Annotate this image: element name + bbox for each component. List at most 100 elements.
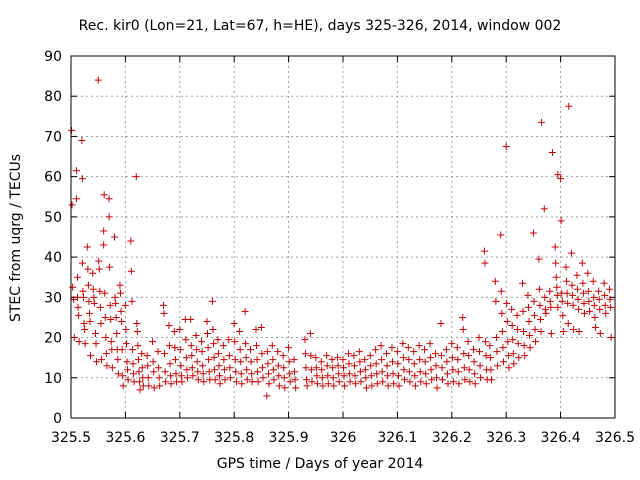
- data-point: [526, 332, 534, 340]
- data-point: [129, 360, 137, 368]
- data-point: [211, 376, 219, 384]
- data-point: [497, 287, 505, 295]
- data-point: [81, 340, 89, 348]
- data-point: [117, 289, 125, 297]
- data-point: [210, 354, 218, 362]
- data-point: [519, 279, 527, 287]
- data-point: [503, 299, 511, 307]
- data-point: [68, 126, 76, 134]
- data-point: [367, 362, 375, 370]
- data-point: [286, 378, 294, 386]
- data-point: [431, 350, 439, 358]
- data-point: [521, 352, 529, 360]
- data-point: [405, 356, 413, 364]
- data-point: [477, 374, 485, 382]
- data-point: [421, 346, 429, 354]
- data-point: [241, 307, 249, 315]
- data-point: [466, 378, 474, 386]
- data-point: [390, 380, 398, 388]
- data-point: [210, 340, 218, 348]
- data-point: [155, 374, 163, 382]
- data-point: [470, 346, 478, 354]
- data-point: [171, 356, 179, 364]
- data-point: [159, 301, 167, 309]
- data-point: [432, 362, 440, 370]
- data-point: [575, 328, 583, 336]
- data-point: [248, 370, 256, 378]
- data-point: [373, 380, 381, 388]
- data-point: [584, 269, 592, 277]
- data-point: [162, 378, 170, 386]
- data-point: [607, 334, 615, 342]
- data-point: [504, 352, 512, 360]
- data-point: [301, 350, 309, 358]
- data-point: [78, 175, 86, 183]
- data-point: [492, 297, 500, 305]
- data-point: [216, 380, 224, 388]
- data-point: [585, 297, 593, 305]
- data-point: [563, 289, 571, 297]
- data-point: [499, 344, 507, 352]
- data-point: [595, 287, 603, 295]
- data-point: [606, 285, 614, 293]
- data-point: [113, 330, 121, 338]
- data-point: [404, 344, 412, 352]
- data-point: [464, 338, 472, 346]
- y-tick-label: 70: [44, 129, 62, 145]
- data-point: [411, 372, 419, 380]
- data-point: [100, 241, 108, 249]
- data-point: [91, 330, 99, 338]
- data-point: [94, 76, 102, 84]
- data-point: [515, 354, 523, 362]
- data-point: [231, 356, 239, 364]
- data-point: [72, 167, 80, 175]
- data-point: [301, 336, 309, 344]
- data-point: [182, 336, 190, 344]
- data-point: [421, 358, 429, 366]
- data-point: [559, 328, 567, 336]
- data-point: [116, 281, 124, 289]
- data-point: [503, 317, 511, 325]
- data-point: [216, 372, 224, 380]
- data-point: [428, 376, 436, 384]
- data-point: [263, 392, 271, 400]
- data-point: [286, 370, 294, 378]
- data-point: [275, 372, 283, 380]
- data-point: [95, 265, 103, 273]
- data-point: [465, 366, 473, 374]
- data-point: [279, 352, 287, 360]
- x-tick-label: 326: [330, 430, 357, 446]
- data-point: [352, 380, 360, 388]
- data-point: [84, 265, 92, 273]
- data-point: [410, 348, 418, 356]
- data-point: [459, 313, 467, 321]
- data-point: [454, 368, 462, 376]
- data-point: [448, 354, 456, 362]
- data-point: [176, 326, 184, 334]
- data-point: [514, 340, 522, 348]
- data-point: [127, 237, 135, 245]
- data-point: [532, 338, 540, 346]
- data-point: [416, 356, 424, 364]
- data-point: [317, 358, 325, 366]
- data-point: [274, 348, 282, 356]
- data-point: [221, 376, 229, 384]
- data-point: [567, 249, 575, 257]
- data-point: [84, 281, 92, 289]
- data-point: [554, 171, 562, 179]
- data-point: [199, 362, 207, 370]
- data-point: [303, 376, 311, 384]
- data-point: [411, 382, 419, 390]
- data-point: [102, 350, 110, 358]
- y-tick-label: 90: [44, 49, 62, 65]
- data-point: [242, 354, 250, 362]
- data-point: [509, 336, 517, 344]
- data-point: [443, 358, 451, 366]
- data-point: [243, 366, 251, 374]
- data-point: [166, 360, 174, 368]
- data-point: [570, 326, 578, 334]
- data-point: [274, 362, 282, 370]
- data-point: [388, 344, 396, 352]
- data-point: [591, 313, 599, 321]
- data-point: [119, 382, 127, 390]
